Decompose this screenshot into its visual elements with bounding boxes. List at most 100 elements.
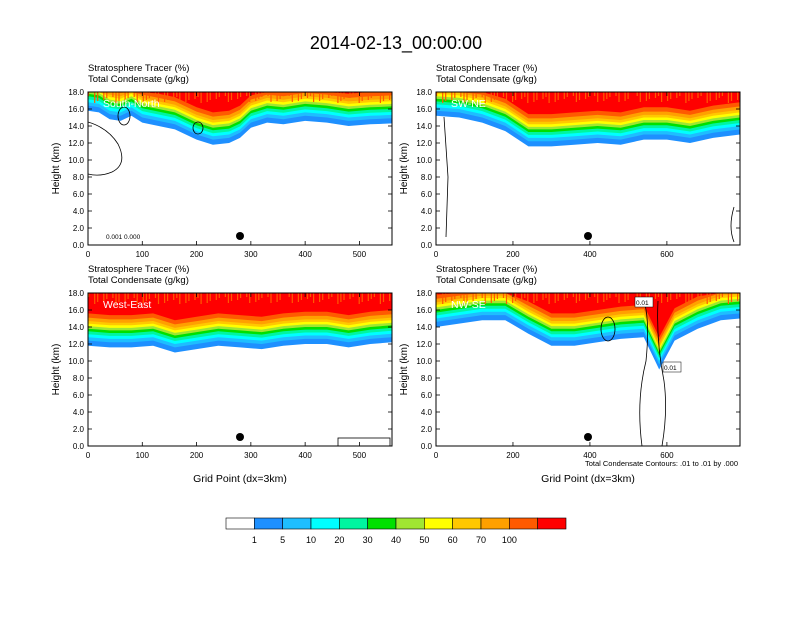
tracer-streak: [230, 92, 233, 100]
tracer-streak: [148, 92, 150, 98]
tracer-streak: [627, 92, 629, 99]
tracer-streak: [291, 92, 293, 102]
tracer-streak: [379, 92, 381, 103]
condensate-contours: [88, 106, 204, 176]
tracer-streak: [215, 293, 217, 300]
colorbar-swatch: [452, 517, 482, 530]
y-tick-label: 4.0: [73, 408, 85, 417]
tracer-streak: [112, 92, 114, 97]
tracer-streak: [194, 293, 196, 300]
tracer-streak: [340, 92, 342, 101]
colorbar-swatch: [282, 517, 312, 530]
tracer-streak: [512, 293, 514, 303]
tracer-streak: [343, 92, 345, 99]
tracer-streak: [103, 293, 105, 301]
tracer-streak: [94, 293, 96, 304]
y-tick-label: 14.0: [416, 122, 432, 131]
tracer-streak: [624, 293, 626, 302]
tracer-streak: [603, 92, 605, 101]
y-axis-label: Height (km): [51, 143, 62, 195]
tracer-streak: [297, 92, 299, 101]
tracer-streak: [176, 92, 178, 97]
tracer-streak: [343, 293, 345, 300]
tracer-streak: [267, 92, 269, 96]
contour-line: [192, 121, 204, 135]
tracer-streak: [309, 293, 312, 297]
tracer-streak: [179, 92, 181, 103]
colorbar-label: 60: [448, 535, 458, 545]
tracer-streak: [661, 293, 663, 303]
tracer-streak: [300, 92, 302, 99]
contour-label: 0.01: [636, 300, 649, 307]
tracer-field: [436, 92, 740, 147]
tracer-streak: [106, 293, 108, 299]
tracer-streak: [227, 293, 229, 303]
panel-west-east: Stratosphere Tracer (%)Total Condensate …: [51, 264, 393, 485]
tracer-streak: [276, 92, 278, 101]
colorbar-label: 1: [252, 535, 257, 545]
colorbar-label: 70: [476, 535, 486, 545]
tracer-streak: [505, 92, 508, 103]
tracer-streak: [389, 293, 391, 301]
tracer-streak: [521, 293, 523, 300]
y-tick-label: 0.0: [73, 241, 85, 250]
tracer-streak: [597, 92, 599, 102]
tracer-streak: [667, 92, 669, 101]
tracer-streak: [585, 293, 587, 300]
tracer-streak: [670, 293, 672, 300]
colorbar-swatch: [339, 517, 368, 530]
center-marker: [236, 232, 244, 240]
y-tick-label: 8.0: [73, 173, 85, 182]
panel-label-condensate: Total Condensate (g/kg): [88, 275, 189, 286]
tracer-streak: [115, 293, 117, 304]
tracer-streak: [124, 293, 126, 301]
colorbar-label: 30: [363, 535, 373, 545]
y-tick-label: 4.0: [421, 207, 433, 216]
tracer-streak: [173, 293, 175, 300]
tracer-streak: [554, 293, 556, 303]
tracer-streak: [685, 293, 687, 304]
y-tick-label: 12.0: [68, 340, 84, 349]
tracer-streak: [218, 293, 220, 298]
x-tick-label: 200: [506, 250, 520, 259]
x-tick-label: 100: [136, 250, 150, 259]
tracer-streak: [322, 92, 324, 99]
tracer-streak: [224, 293, 226, 297]
tracer-streak: [536, 92, 538, 100]
y-tick-label: 2.0: [421, 425, 433, 434]
tracer-streak: [481, 92, 483, 97]
tracer-streak: [588, 92, 590, 97]
x-tick-label: 400: [583, 250, 597, 259]
tracer-streak: [527, 92, 529, 103]
tracer-streak: [279, 92, 281, 99]
tracer-streak: [349, 92, 351, 98]
y-tick-label: 0.0: [421, 241, 433, 250]
tracer-streak: [382, 92, 385, 101]
y-tick-label: 6.0: [421, 391, 433, 400]
tracer-streak: [361, 92, 363, 101]
tracer-streak: [730, 293, 733, 302]
colorbar-label: 100: [502, 535, 517, 545]
tracer-streak: [533, 92, 535, 102]
panel-nw-se: Stratosphere Tracer (%)Total Condensate …: [399, 264, 741, 485]
tracer-streak: [715, 92, 717, 100]
tracer-streak: [688, 293, 690, 302]
tracer-streak: [297, 293, 299, 302]
tracer-streak: [306, 293, 309, 299]
tracer-streak: [737, 92, 739, 100]
tracer-streak: [545, 293, 547, 298]
tracer-streak: [373, 92, 375, 96]
colorbar: 1 5 10 20 30 40 50 60 70 100: [225, 517, 567, 545]
tracer-level-11: [436, 293, 740, 338]
x-tick-label: 200: [190, 451, 204, 460]
tracer-streak: [306, 92, 309, 98]
tracer-streak: [209, 293, 211, 301]
tracer-streak: [206, 293, 208, 303]
tracer-streak: [145, 92, 147, 100]
tracer-streak: [475, 92, 477, 98]
tracer-streak: [361, 293, 363, 302]
tracer-streak: [676, 92, 678, 98]
tracer-streak: [197, 293, 199, 298]
tracer-streak: [566, 293, 568, 298]
tracer-streak: [557, 293, 559, 301]
